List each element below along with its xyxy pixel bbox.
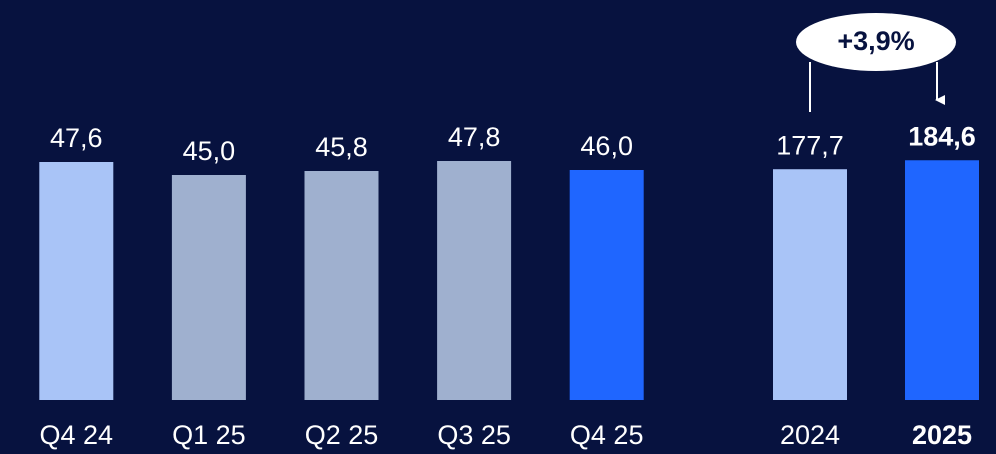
bar — [171, 175, 246, 400]
value-label: 184,6 — [908, 121, 976, 151]
value-label: 47,6 — [50, 123, 103, 153]
x-tick-label: Q2 25 — [305, 420, 379, 450]
value-label: 46,0 — [580, 131, 633, 161]
bar — [569, 170, 644, 400]
value-label: 45,0 — [183, 136, 236, 166]
x-tick-label: Q4 24 — [40, 420, 114, 450]
value-label: 177,7 — [776, 130, 844, 160]
x-tick-label: 2025 — [912, 420, 972, 450]
x-tick-label: Q1 25 — [172, 420, 246, 450]
value-label: 45,8 — [315, 132, 368, 162]
x-tick-label: Q4 25 — [570, 420, 644, 450]
bar — [905, 160, 979, 400]
bar — [39, 162, 114, 400]
value-label: 47,8 — [448, 122, 501, 152]
bar — [437, 161, 512, 400]
x-tick-label: 2024 — [780, 420, 840, 450]
annotation: +3,9% — [837, 26, 914, 56]
bar — [773, 169, 847, 400]
x-tick-label: Q3 25 — [437, 420, 511, 450]
bar — [304, 171, 379, 400]
annotation-bubble — [796, 13, 956, 71]
